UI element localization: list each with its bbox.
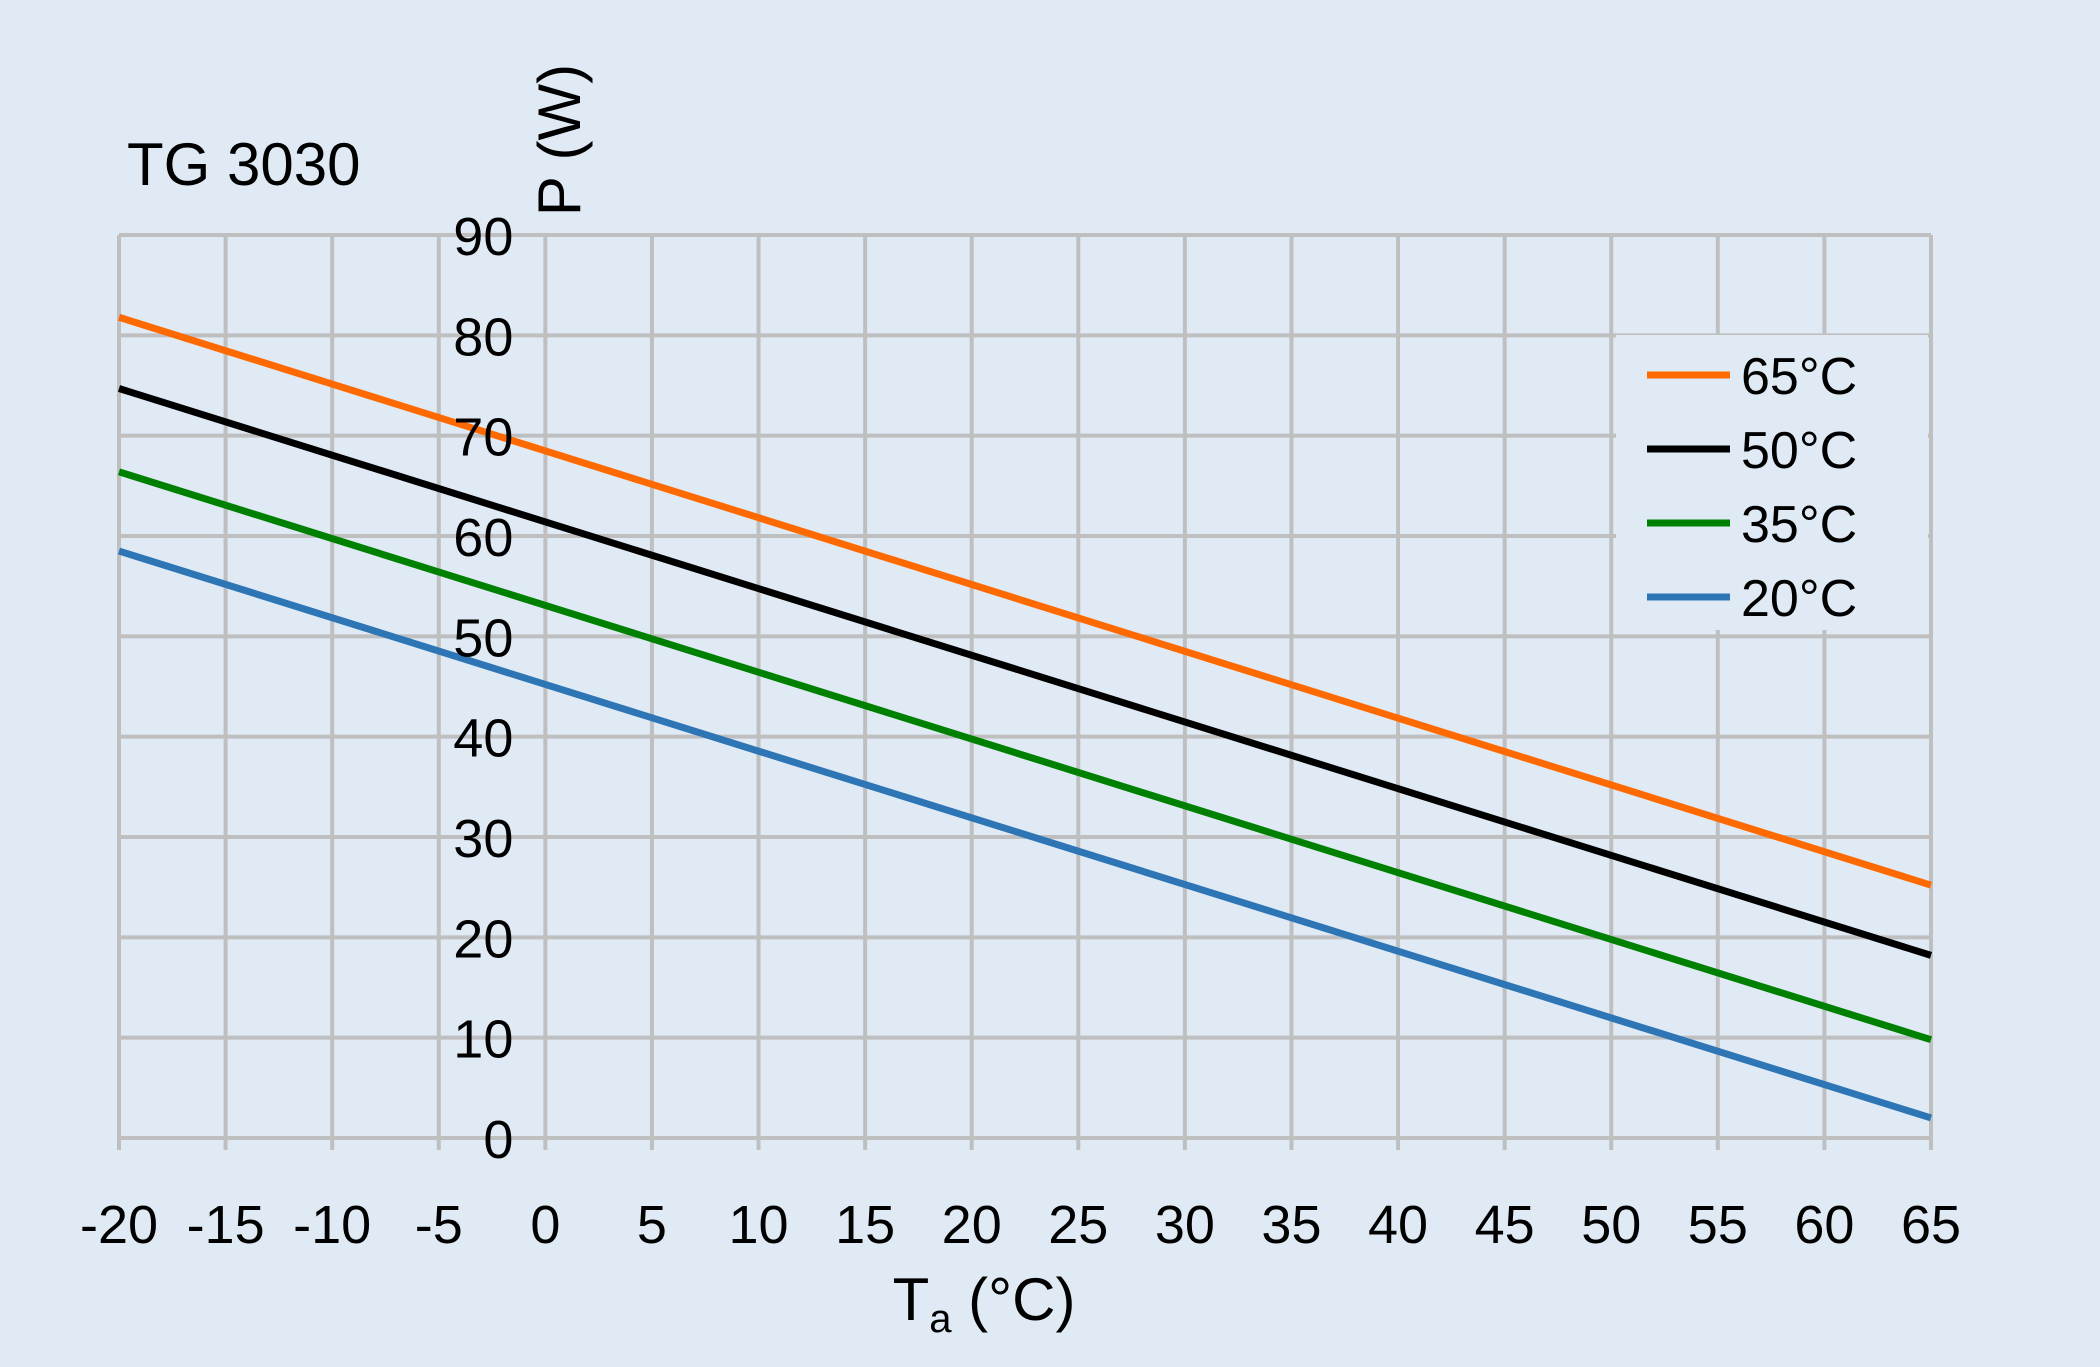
y-tick-label: 90 xyxy=(453,207,513,267)
series-line-50 xyxy=(117,385,1933,959)
x-tick-label: 65 xyxy=(1901,1195,1961,1255)
x-tick-label: 5 xyxy=(637,1195,667,1255)
x-axis-label-main: T xyxy=(893,1266,930,1333)
x-tick-label: 50 xyxy=(1581,1195,1641,1255)
x-tick-label: -20 xyxy=(80,1195,158,1255)
series-line-20 xyxy=(117,547,1933,1122)
legend: 65°C 50°C 35°C 20°C xyxy=(1647,348,1857,628)
x-tick-label: 30 xyxy=(1155,1195,1215,1255)
series-line-65 xyxy=(117,313,1933,889)
legend-label: 50°C xyxy=(1741,422,1857,480)
y-tick-label: 40 xyxy=(453,709,513,769)
y-tick-label: 0 xyxy=(483,1110,513,1170)
series-line-35 xyxy=(117,468,1933,1044)
x-axis-label-subscript: a xyxy=(929,1297,952,1341)
y-tick-label: 20 xyxy=(453,909,513,969)
x-tick-label: 15 xyxy=(835,1195,895,1255)
x-tick-label: 40 xyxy=(1368,1195,1428,1255)
x-tick-label: -10 xyxy=(293,1195,371,1255)
x-tick-label: 0 xyxy=(530,1195,560,1255)
x-tick-label: 60 xyxy=(1794,1195,1854,1255)
y-axis-label: P (W) xyxy=(526,64,593,216)
y-tick-label: 70 xyxy=(453,408,513,468)
x-tick-label: 10 xyxy=(728,1195,788,1255)
y-tick-label: 30 xyxy=(453,809,513,869)
legend-label: 65°C xyxy=(1741,348,1857,406)
y-tick-label: 10 xyxy=(453,1010,513,1070)
legend-background xyxy=(1616,335,1928,630)
y-tick-label: 50 xyxy=(453,608,513,668)
x-tick-label: 35 xyxy=(1261,1195,1321,1255)
legend-label: 20°C xyxy=(1741,570,1857,628)
y-tick-label: 80 xyxy=(453,307,513,367)
y-tick-label: 60 xyxy=(453,508,513,568)
x-tick-label: 55 xyxy=(1688,1195,1748,1255)
grid xyxy=(117,233,1933,1150)
x-tick-label: -5 xyxy=(415,1195,463,1255)
x-axis-label-unit: (°C) xyxy=(951,1266,1075,1333)
tick-labels: -20 -15 -10 -5 0 5 10 15 20 25 30 35 40 45 50 55 60 65 0 10… xyxy=(80,207,1961,1255)
x-tick-label: 25 xyxy=(1048,1195,1108,1255)
x-tick-label: -15 xyxy=(187,1195,265,1255)
x-tick-label: 20 xyxy=(942,1195,1002,1255)
x-axis-label: Ta (°C) xyxy=(893,1266,1076,1341)
chart-title: TG 3030 xyxy=(127,131,360,198)
x-tick-label: 45 xyxy=(1475,1195,1535,1255)
legend-label: 35°C xyxy=(1741,496,1857,554)
series-lines xyxy=(117,313,1933,1122)
